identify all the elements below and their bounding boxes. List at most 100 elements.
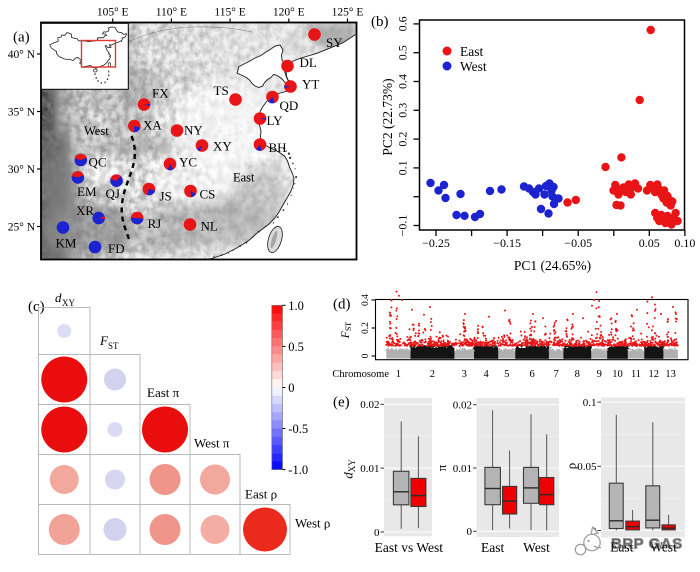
svg-text:1: 1: [396, 369, 401, 380]
svg-text:-0.5: -0.5: [288, 422, 308, 436]
svg-text:CS: CS: [200, 187, 216, 202]
svg-text:10: 10: [612, 369, 623, 380]
svg-text:PC2 (22.73%): PC2 (22.73%): [380, 78, 395, 155]
svg-text:25° N: 25° N: [8, 222, 36, 234]
svg-text:East: East: [460, 44, 483, 59]
svg-text:7: 7: [553, 369, 558, 380]
svg-text:ST: ST: [108, 341, 119, 351]
svg-text:30° N: 30° N: [8, 164, 36, 176]
svg-text:120° E: 120° E: [273, 7, 305, 19]
svg-text:0: 0: [467, 526, 473, 538]
svg-text:0.01: 0.01: [453, 463, 472, 475]
svg-text:4: 4: [483, 369, 489, 380]
svg-text:115° E: 115° E: [214, 7, 245, 19]
svg-text:35° N: 35° N: [8, 107, 36, 119]
svg-text:1.0: 1.0: [288, 299, 304, 313]
svg-text:−0.05: −0.05: [564, 236, 592, 250]
svg-text:0.2: 0.2: [396, 132, 410, 147]
svg-text:East: East: [610, 540, 633, 555]
svg-text:−0.25: −0.25: [422, 236, 450, 250]
svg-text:dXY: dXY: [341, 459, 358, 479]
svg-text:8: 8: [575, 369, 580, 380]
svg-text:West: West: [650, 540, 677, 555]
svg-text:YT: YT: [302, 77, 319, 92]
svg-text:0.1: 0.1: [396, 160, 410, 175]
svg-text:Chromosome: Chromosome: [332, 369, 389, 380]
svg-text:9: 9: [597, 369, 602, 380]
svg-text:West: West: [650, 540, 677, 555]
svg-text:0.05: 0.05: [577, 461, 597, 473]
svg-text:(d): (d): [333, 297, 351, 313]
svg-text:EM: EM: [77, 184, 97, 199]
svg-text:0: 0: [361, 353, 371, 358]
svg-text:0.02: 0.02: [453, 400, 472, 412]
svg-text:(a): (a): [13, 30, 30, 46]
svg-text:East: East: [481, 540, 504, 555]
svg-text:BRP GAS: BRP GAS: [611, 536, 683, 553]
svg-text:13: 13: [665, 369, 676, 380]
svg-text:LY: LY: [267, 113, 284, 128]
svg-text:d: d: [55, 290, 62, 305]
svg-text:(c): (c): [28, 299, 45, 315]
svg-text:KM: KM: [56, 236, 77, 251]
svg-text:PC1 (24.65%): PC1 (24.65%): [514, 258, 591, 273]
svg-text:0: 0: [374, 527, 380, 539]
svg-text:-1.0: -1.0: [288, 463, 308, 477]
svg-text:0.02: 0.02: [360, 399, 379, 411]
svg-text:BH: BH: [269, 140, 287, 155]
svg-text:(b): (b): [371, 14, 389, 30]
svg-text:West: West: [460, 59, 487, 74]
svg-text:F: F: [99, 333, 109, 348]
svg-text:0.10: 0.10: [674, 236, 695, 250]
svg-text:West: West: [523, 540, 550, 555]
svg-text:NY: NY: [184, 123, 203, 138]
svg-text:0.1: 0.1: [583, 397, 597, 409]
svg-text:RJ: RJ: [148, 216, 162, 231]
svg-text:0.05: 0.05: [639, 236, 660, 250]
svg-text:0.3: 0.3: [396, 103, 410, 118]
svg-text:East: East: [610, 540, 633, 555]
svg-text:12: 12: [649, 369, 660, 380]
svg-text:110° E: 110° E: [156, 7, 187, 19]
svg-text:QD: QD: [280, 98, 299, 113]
svg-text:ρ: ρ: [564, 463, 579, 470]
svg-text:TS: TS: [214, 83, 229, 98]
svg-text:QC: QC: [89, 155, 107, 170]
svg-text:West ρ: West ρ: [295, 516, 330, 531]
svg-text:3: 3: [462, 369, 467, 380]
svg-text:West π: West π: [194, 436, 230, 451]
svg-text:DL: DL: [300, 55, 317, 70]
svg-text:0.5: 0.5: [288, 340, 304, 354]
svg-text:11: 11: [631, 369, 641, 380]
svg-text:0.4: 0.4: [396, 74, 410, 89]
svg-text:YC: YC: [179, 155, 197, 170]
svg-text:XR: XR: [76, 203, 94, 218]
svg-text:East vs West: East vs West: [375, 540, 444, 555]
svg-text:JS: JS: [160, 189, 172, 204]
svg-text:5: 5: [504, 369, 509, 380]
svg-text:125° E: 125° E: [332, 7, 364, 19]
svg-text:XY: XY: [62, 298, 75, 308]
svg-text:2: 2: [430, 369, 435, 380]
svg-text:0.6: 0.6: [396, 16, 410, 31]
svg-text:40° N: 40° N: [8, 49, 36, 61]
svg-text:FX: FX: [152, 86, 169, 101]
svg-text:−0.1: −0.1: [396, 215, 410, 237]
svg-text:West: West: [84, 124, 109, 138]
svg-text:QJ: QJ: [106, 186, 120, 201]
svg-text:SY: SY: [326, 35, 343, 50]
svg-text:105° E: 105° E: [97, 7, 129, 19]
svg-text:(e): (e): [333, 395, 350, 411]
svg-text:0.5: 0.5: [396, 45, 410, 60]
svg-text:East ρ: East ρ: [245, 487, 277, 502]
svg-text:East: East: [233, 171, 255, 185]
svg-text:0.4: 0.4: [361, 294, 371, 306]
svg-text:0: 0: [288, 381, 294, 395]
svg-text:6: 6: [529, 369, 534, 380]
svg-text:BRP GAS: BRP GAS: [611, 536, 683, 553]
svg-text:FD: FD: [108, 241, 125, 256]
svg-text:0.2: 0.2: [361, 322, 371, 334]
svg-text:XA: XA: [143, 118, 162, 133]
svg-text:East π: East π: [147, 385, 180, 400]
svg-text:NL: NL: [201, 219, 218, 234]
